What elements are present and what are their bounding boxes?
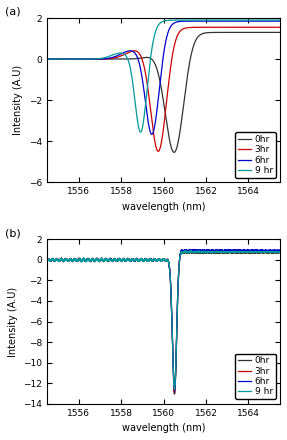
- 9 hr: [237, 249, 241, 254]
- 3hr: [237, 249, 241, 254]
- 6hr: [278, 248, 282, 253]
- 0hr: [278, 250, 282, 255]
- Legend: 0hr, 3hr, 6hr, 9 hr: 0hr, 3hr, 6hr, 9 hr: [235, 132, 276, 178]
- 0hr: [172, 150, 176, 155]
- 0hr: [237, 250, 241, 255]
- 6hr: [197, 247, 200, 253]
- 3hr: [219, 25, 223, 30]
- 6hr: [237, 18, 241, 24]
- 6hr: [197, 18, 200, 24]
- 3hr: [278, 25, 282, 30]
- 0hr: [45, 257, 49, 263]
- 0hr: [45, 56, 49, 62]
- 9 hr: [134, 257, 138, 262]
- 3hr: [134, 257, 138, 262]
- Line: 9 hr: 9 hr: [47, 251, 280, 390]
- 0hr: [134, 258, 138, 263]
- 9 hr: [88, 258, 91, 264]
- 3hr: [237, 25, 241, 30]
- 3hr: [45, 56, 49, 62]
- 6hr: [219, 18, 223, 24]
- 0hr: [219, 30, 223, 35]
- 3hr: [88, 257, 91, 263]
- 3hr: [184, 248, 187, 253]
- Text: (b): (b): [5, 228, 21, 238]
- 9 hr: [185, 18, 189, 23]
- 9 hr: [219, 18, 223, 23]
- 9 hr: [197, 18, 200, 23]
- 9 hr: [45, 257, 49, 262]
- 3hr: [197, 25, 200, 30]
- 3hr: [197, 248, 200, 253]
- 9 hr: [278, 18, 282, 23]
- 3hr: [88, 56, 91, 62]
- 0hr: [88, 56, 91, 62]
- X-axis label: wavelength (nm): wavelength (nm): [122, 423, 205, 433]
- 9 hr: [134, 107, 138, 113]
- Y-axis label: Intensity (A.U): Intensity (A.U): [13, 65, 23, 135]
- Line: 3hr: 3hr: [47, 27, 280, 151]
- 6hr: [173, 389, 176, 394]
- 0hr: [185, 78, 189, 83]
- 3hr: [278, 249, 282, 254]
- 6hr: [237, 248, 241, 253]
- 9 hr: [185, 249, 189, 254]
- 0hr: [88, 257, 91, 263]
- 6hr: [134, 52, 138, 57]
- Line: 6hr: 6hr: [47, 21, 280, 134]
- 3hr: [45, 258, 49, 263]
- X-axis label: wavelength (nm): wavelength (nm): [122, 202, 205, 212]
- 6hr: [150, 132, 154, 137]
- 6hr: [88, 258, 91, 263]
- 3hr: [134, 48, 138, 54]
- 3hr: [156, 149, 160, 154]
- 9 hr: [237, 18, 241, 23]
- 0hr: [134, 56, 138, 61]
- 6hr: [185, 18, 189, 24]
- 6hr: [219, 248, 223, 253]
- 9 hr: [270, 18, 274, 23]
- 9 hr: [173, 387, 176, 392]
- 6hr: [278, 18, 282, 24]
- 9 hr: [219, 249, 223, 254]
- 3hr: [185, 249, 189, 254]
- 6hr: [45, 56, 49, 62]
- 6hr: [45, 257, 49, 262]
- 0hr: [219, 249, 223, 255]
- 0hr: [193, 249, 196, 254]
- 0hr: [197, 33, 200, 39]
- 9 hr: [45, 56, 49, 62]
- Line: 0hr: 0hr: [47, 33, 280, 152]
- 9 hr: [183, 248, 187, 253]
- 6hr: [278, 18, 282, 24]
- Line: 9 hr: 9 hr: [47, 20, 280, 132]
- 0hr: [278, 30, 282, 35]
- 6hr: [134, 257, 138, 263]
- 9 hr: [139, 129, 142, 135]
- Line: 0hr: 0hr: [47, 252, 280, 394]
- 9 hr: [197, 249, 200, 254]
- 0hr: [237, 30, 241, 35]
- Legend: 0hr, 3hr, 6hr, 9 hr: 0hr, 3hr, 6hr, 9 hr: [235, 354, 276, 399]
- 6hr: [192, 247, 195, 252]
- 3hr: [185, 25, 189, 30]
- Text: (a): (a): [5, 7, 21, 17]
- 9 hr: [88, 56, 91, 62]
- 0hr: [197, 249, 200, 255]
- Y-axis label: Intensity (A.U): Intensity (A.U): [7, 286, 18, 356]
- 0hr: [173, 391, 176, 396]
- 3hr: [219, 249, 223, 254]
- 6hr: [88, 56, 91, 62]
- 3hr: [173, 389, 176, 395]
- 6hr: [185, 248, 189, 253]
- Line: 6hr: 6hr: [47, 249, 280, 391]
- 9 hr: [278, 249, 282, 254]
- Line: 3hr: 3hr: [47, 250, 280, 392]
- 0hr: [185, 250, 189, 256]
